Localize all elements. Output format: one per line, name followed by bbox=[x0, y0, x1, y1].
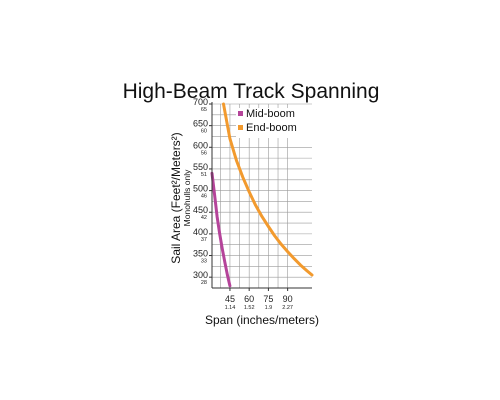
legend-swatch-end-boom bbox=[238, 125, 243, 130]
y-tick-sublabel: 42 bbox=[201, 215, 207, 221]
x-tick-label: 75 bbox=[263, 294, 273, 304]
y-tick-sublabel: 37 bbox=[201, 237, 207, 243]
legend-background bbox=[236, 108, 312, 138]
y-axis-label: Sail Area (Feet²/Meters²) bbox=[169, 132, 183, 263]
series-lines bbox=[210, 102, 314, 288]
x-axis-label: Span (inches/meters) bbox=[205, 313, 319, 327]
axes: 7006565060600565505150046450424003735033… bbox=[193, 97, 312, 311]
y-tick-sublabel: 65 bbox=[201, 107, 207, 113]
legend-swatch-mid-boom bbox=[238, 111, 243, 116]
x-tick-sublabel: 1.52 bbox=[244, 305, 255, 311]
y-tick-label: 450 bbox=[193, 205, 208, 215]
y-tick-label: 400 bbox=[193, 227, 208, 237]
x-tick-label: 45 bbox=[225, 294, 235, 304]
x-tick-sublabel: 2.27 bbox=[282, 305, 293, 311]
y-tick-sublabel: 46 bbox=[201, 194, 207, 200]
x-tick-label: 90 bbox=[283, 294, 293, 304]
y-tick-sublabel: 28 bbox=[201, 280, 207, 286]
y-tick-label: 500 bbox=[193, 184, 208, 194]
series-line-end-boom bbox=[222, 102, 314, 277]
chart-title: High-Beam Track Spanning bbox=[123, 80, 380, 103]
y-tick-sublabel: 56 bbox=[201, 150, 207, 156]
y-tick-label: 350 bbox=[193, 249, 208, 259]
x-tick-sublabel: 1.9 bbox=[265, 305, 273, 311]
series-line-mid-boom bbox=[210, 171, 232, 288]
y-tick-label: 700 bbox=[193, 97, 208, 107]
y-tick-label: 600 bbox=[193, 140, 208, 150]
y-tick-label: 550 bbox=[193, 162, 208, 172]
y-axis-note: Monohulls only bbox=[182, 169, 192, 226]
legend-label-mid-boom: Mid-boom bbox=[246, 108, 295, 120]
y-tick-sublabel: 33 bbox=[201, 259, 207, 265]
y-tick-sublabel: 51 bbox=[201, 172, 207, 178]
x-tick-sublabel: 1.14 bbox=[225, 305, 236, 311]
y-tick-label: 300 bbox=[193, 270, 208, 280]
x-tick-label: 60 bbox=[244, 294, 254, 304]
y-tick-label: 650 bbox=[193, 119, 208, 129]
legend-label-end-boom: End-boom bbox=[246, 122, 297, 134]
y-tick-sublabel: 60 bbox=[201, 129, 207, 135]
